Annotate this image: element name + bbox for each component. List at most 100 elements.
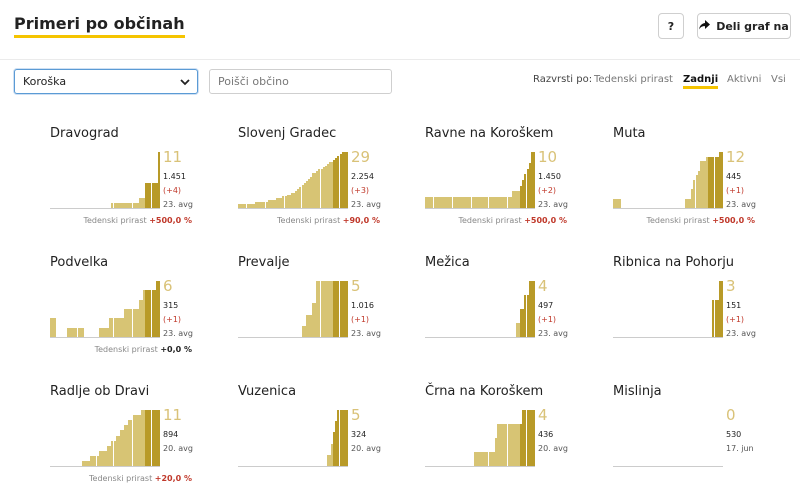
daily-bar <box>320 169 323 208</box>
municipality-card[interactable]: Črna na Koroškem 4 436 20. avg <box>425 384 605 493</box>
municipality-name: Radlje ob Dravi <box>50 384 150 399</box>
daily-bar <box>86 460 88 466</box>
daily-bar <box>324 165 327 208</box>
daily-bar <box>121 202 124 208</box>
municipality-name: Ravne na Koroškem <box>425 126 554 141</box>
municipality-card[interactable]: Vuzenica 5 324 20. avg <box>238 384 418 493</box>
daily-bar <box>81 460 84 466</box>
daily-bar <box>326 281 329 337</box>
daily-bar <box>92 455 95 466</box>
total-count: 445 <box>726 172 742 181</box>
sort-option-latest[interactable]: Zadnji <box>683 74 719 89</box>
municipality-card[interactable]: Mislinja 0 530 17. jun <box>613 384 793 493</box>
daily-bar <box>141 299 143 337</box>
daily-bar <box>465 196 468 208</box>
change-value: (+1) <box>726 315 745 324</box>
sort-option-active[interactable]: Aktivni <box>727 74 762 85</box>
daily-bar <box>706 156 709 208</box>
daily-bar <box>149 410 152 466</box>
daily-bar <box>712 299 715 337</box>
municipality-card[interactable]: Ravne na Koroškem 10 1.450 (+2) 23. avg Teden… <box>425 126 605 236</box>
daily-bar <box>157 152 160 208</box>
daily-bar <box>157 281 160 337</box>
daily-bar <box>280 198 283 208</box>
weekly-growth-value: +0,0 % <box>160 345 192 354</box>
daily-bar <box>433 196 436 208</box>
daily-bar <box>138 197 141 208</box>
daily-bar <box>98 450 101 466</box>
municipality-card[interactable]: Podvelka 6 315 (+1) 23. avg Tedenski prirast … <box>50 255 230 365</box>
daily-bar <box>318 169 321 208</box>
daily-bar <box>113 202 116 208</box>
daily-bar <box>271 200 274 208</box>
daily-bar <box>66 327 69 337</box>
daily-bar <box>335 157 338 208</box>
daily-bar <box>102 450 105 466</box>
share-button[interactable]: Deli graf na <box>697 13 791 39</box>
daily-bar <box>718 281 721 337</box>
daily-bar <box>522 410 525 466</box>
daily-bar <box>488 452 491 466</box>
daily-bar <box>54 318 57 337</box>
total-count: 151 <box>726 301 742 310</box>
daily-bar <box>511 191 514 208</box>
total-count: 324 <box>351 430 367 439</box>
daily-bar <box>240 204 243 208</box>
municipality-card[interactable]: Ribnica na Pohorju 3 151 (+1) 23. avg <box>613 255 793 365</box>
daily-bar <box>530 152 533 208</box>
daily-bar <box>477 196 480 208</box>
active-count: 10 <box>538 148 558 166</box>
daily-bar <box>329 281 331 337</box>
sort-option-weekly[interactable]: Tedenski prirast <box>594 74 673 85</box>
help-button[interactable]: ? <box>658 13 684 39</box>
daily-bar <box>309 177 312 208</box>
daily-bar <box>532 410 535 466</box>
daily-bar <box>513 191 516 208</box>
daily-bar <box>532 281 535 337</box>
daily-bar <box>244 204 247 208</box>
daily-bar <box>526 410 529 466</box>
daily-bar <box>143 197 146 208</box>
daily-bar <box>151 410 154 466</box>
sort-option-all[interactable]: Vsi <box>771 74 786 85</box>
daily-bar <box>511 424 514 466</box>
municipality-card[interactable]: Prevalje 5 1.016 (+1) 23. avg <box>238 255 418 365</box>
daily-bar <box>238 204 240 208</box>
total-count: 1.016 <box>351 301 374 310</box>
municipality-card[interactable]: Muta 12 445 (+1) 23. avg Tedenski prirast +50… <box>613 126 793 236</box>
change-value: (+1) <box>351 315 370 324</box>
bar-chart <box>425 152 535 208</box>
daily-bar <box>145 182 148 208</box>
change-value: (+3) <box>351 186 370 195</box>
bar-chart <box>50 410 160 466</box>
daily-bar <box>312 303 314 337</box>
daily-bar <box>276 198 279 208</box>
daily-bar <box>242 204 245 208</box>
weekly-growth: Tedenski prirast +500,0 % <box>458 216 567 225</box>
daily-bar <box>88 460 91 466</box>
search-input[interactable]: Poišči občino <box>209 69 392 94</box>
region-select[interactable]: Koroška <box>14 69 198 94</box>
municipality-card[interactable]: Slovenj Gradec 29 2.254 (+3) 23. avg Tedenski… <box>238 126 418 236</box>
weekly-growth-value: +500,0 % <box>524 216 567 225</box>
daily-bar <box>526 295 529 337</box>
daily-bar <box>149 182 152 208</box>
daily-bar <box>147 182 150 208</box>
daily-bar <box>463 196 466 208</box>
daily-bar <box>119 318 122 337</box>
daily-bar <box>712 156 715 208</box>
daily-bar <box>503 196 506 208</box>
daily-bar <box>716 299 719 337</box>
municipality-card[interactable]: Dravograd 11 1.451 (+4) 23. avg Tedenski prir… <box>50 126 230 236</box>
chart-baseline <box>613 208 723 209</box>
municipality-card[interactable]: Radlje ob Dravi 11 894 20. avg Tedenski prir… <box>50 384 230 493</box>
date-label: 23. avg <box>538 329 568 338</box>
municipality-card[interactable]: Mežica 4 497 (+1) 23. avg <box>425 255 605 365</box>
daily-bar <box>250 204 253 208</box>
daily-bar <box>339 410 342 466</box>
weekly-growth-value: +500,0 % <box>712 216 755 225</box>
daily-bar <box>124 309 126 337</box>
daily-bar <box>684 198 687 208</box>
weekly-growth-label: Tedenski prirast <box>646 216 710 225</box>
daily-bar <box>153 182 156 208</box>
